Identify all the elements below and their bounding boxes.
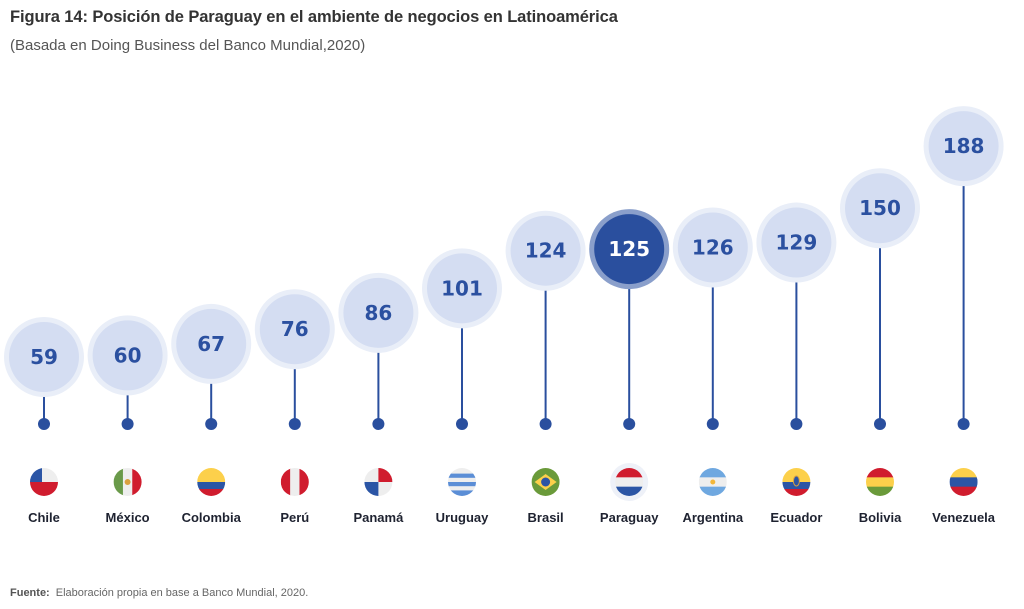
bolivia-flag-icon (866, 468, 894, 496)
lollipop-méxico: 60 México (87, 315, 168, 525)
lollipop-uruguay: 101 Uruguay (422, 248, 502, 525)
stem-dot (623, 418, 636, 430)
lollipop-brasil: 124 Brasil (505, 210, 586, 525)
value-label: 124 (525, 239, 567, 263)
bubble (928, 111, 999, 182)
bubble (677, 212, 748, 283)
bubble (92, 320, 163, 391)
value-label: 86 (364, 301, 392, 325)
value-label: 188 (943, 134, 985, 158)
value-label: 59 (30, 345, 58, 369)
bubble (510, 215, 581, 286)
bubble (259, 294, 330, 365)
source-label: Fuente: (10, 587, 50, 599)
value-label: 126 (692, 235, 734, 259)
colombia-flag-icon (197, 468, 226, 496)
value-label: 101 (441, 276, 483, 300)
bubble (343, 277, 414, 348)
uruguay-flag-icon (448, 468, 476, 496)
paraguay-flag-icon (610, 463, 649, 501)
value-label: 125 (608, 237, 650, 261)
stem-dot (539, 418, 552, 430)
stem-dot (38, 418, 50, 430)
stem-dot (957, 418, 970, 430)
lollipop-colombia: 67 Colombia (171, 303, 252, 525)
lollipop-venezuela: 188 Venezuela (923, 106, 1004, 525)
country-label: Venezuela (932, 510, 996, 525)
lollipop-bolivia: 150 Bolivia (840, 168, 920, 525)
value-label: 67 (197, 332, 225, 356)
argentina-flag-icon (698, 468, 727, 496)
country-label: Argentina (682, 510, 743, 525)
bubble (427, 253, 497, 324)
bubble (176, 308, 247, 379)
stem-dot (456, 418, 468, 430)
value-label: 60 (114, 343, 142, 367)
venezuela-flag-icon (949, 468, 978, 496)
country-label: Bolivia (859, 510, 902, 525)
lollipop-perú: 76 Perú (254, 289, 335, 525)
stem-dot (372, 418, 385, 430)
country-label: México (106, 510, 150, 525)
country-label: Paraguay (600, 510, 659, 525)
lollipop-paraguay: 125 Paraguay (589, 209, 670, 525)
figure-title: Figura 14: Posición de Paraguay en el am… (10, 8, 618, 26)
country-label: Brasil (528, 510, 564, 525)
bubble (761, 207, 832, 278)
value-label: 129 (776, 231, 818, 255)
source-text: Elaboración propia en base a Banco Mundi… (55, 587, 309, 599)
lollipop-ecuador: 129 Ecuador (756, 202, 837, 525)
bubble (9, 322, 79, 392)
stem-dot (121, 418, 134, 430)
value-label: 150 (859, 196, 901, 220)
country-label: Uruguay (436, 510, 490, 525)
ecuador-flag-icon (782, 468, 811, 496)
peru-flag-icon (280, 468, 309, 496)
mexico-flag-icon (113, 468, 142, 496)
bubble (594, 214, 665, 285)
country-label: Panamá (353, 510, 404, 525)
country-label: Colombia (182, 510, 242, 525)
lollipop-chile: 59 Chile (4, 317, 84, 525)
country-label: Perú (280, 510, 309, 525)
country-label: Ecuador (770, 510, 822, 525)
chile-flag-icon (30, 468, 58, 496)
figure-subtitle: (Basada en Doing Business del Banco Mund… (10, 37, 366, 54)
brazil-flag-icon (531, 468, 560, 496)
source-note: Fuente: Elaboración propia en base a Banc… (10, 587, 308, 599)
stem-dot (874, 418, 886, 430)
stem-dot (790, 418, 803, 430)
stem-dot (706, 418, 719, 430)
country-label: Chile (28, 510, 60, 525)
lollipop-panamá: 86 Panamá (338, 272, 419, 525)
stem-dot (288, 418, 301, 430)
bubble (845, 173, 915, 244)
panama-flag-icon (364, 468, 393, 496)
lollipop-argentina: 126 Argentina (672, 207, 753, 525)
stem-dot (205, 418, 218, 430)
value-label: 76 (281, 317, 309, 341)
